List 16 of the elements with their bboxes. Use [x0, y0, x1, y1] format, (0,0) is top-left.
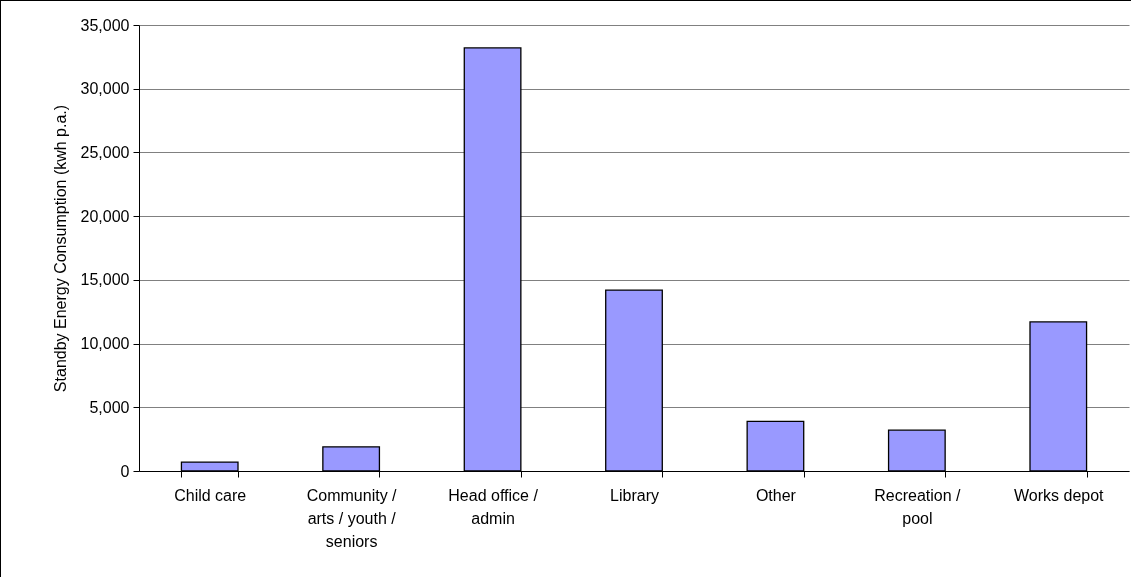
- y-tick-label: 35,000: [80, 16, 130, 34]
- x-tick-label: Library: [610, 486, 659, 504]
- y-axis-title: Standby Energy Consumption (kwh p.a.): [51, 104, 69, 393]
- x-tick-label: Head office / admin: [448, 486, 539, 527]
- x-tick-label: Community / arts / youth / seniors: [306, 486, 398, 550]
- x-tick-label: Child care: [174, 486, 247, 504]
- x-tick-label: Other: [755, 486, 797, 504]
- y-tick-label: 20,000: [80, 207, 130, 225]
- y-tick-label: 25,000: [80, 143, 130, 161]
- y-tick-label: 15,000: [80, 271, 130, 289]
- y-tick-label: 10,000: [80, 335, 130, 353]
- y-tick-label: 30,000: [80, 80, 130, 98]
- x-tick-label: Recreation / pool: [874, 486, 962, 527]
- x-tick-label: Works depot: [1014, 486, 1105, 504]
- y-tick-label: 0: [120, 462, 130, 480]
- y-tick-label: 5,000: [89, 398, 130, 416]
